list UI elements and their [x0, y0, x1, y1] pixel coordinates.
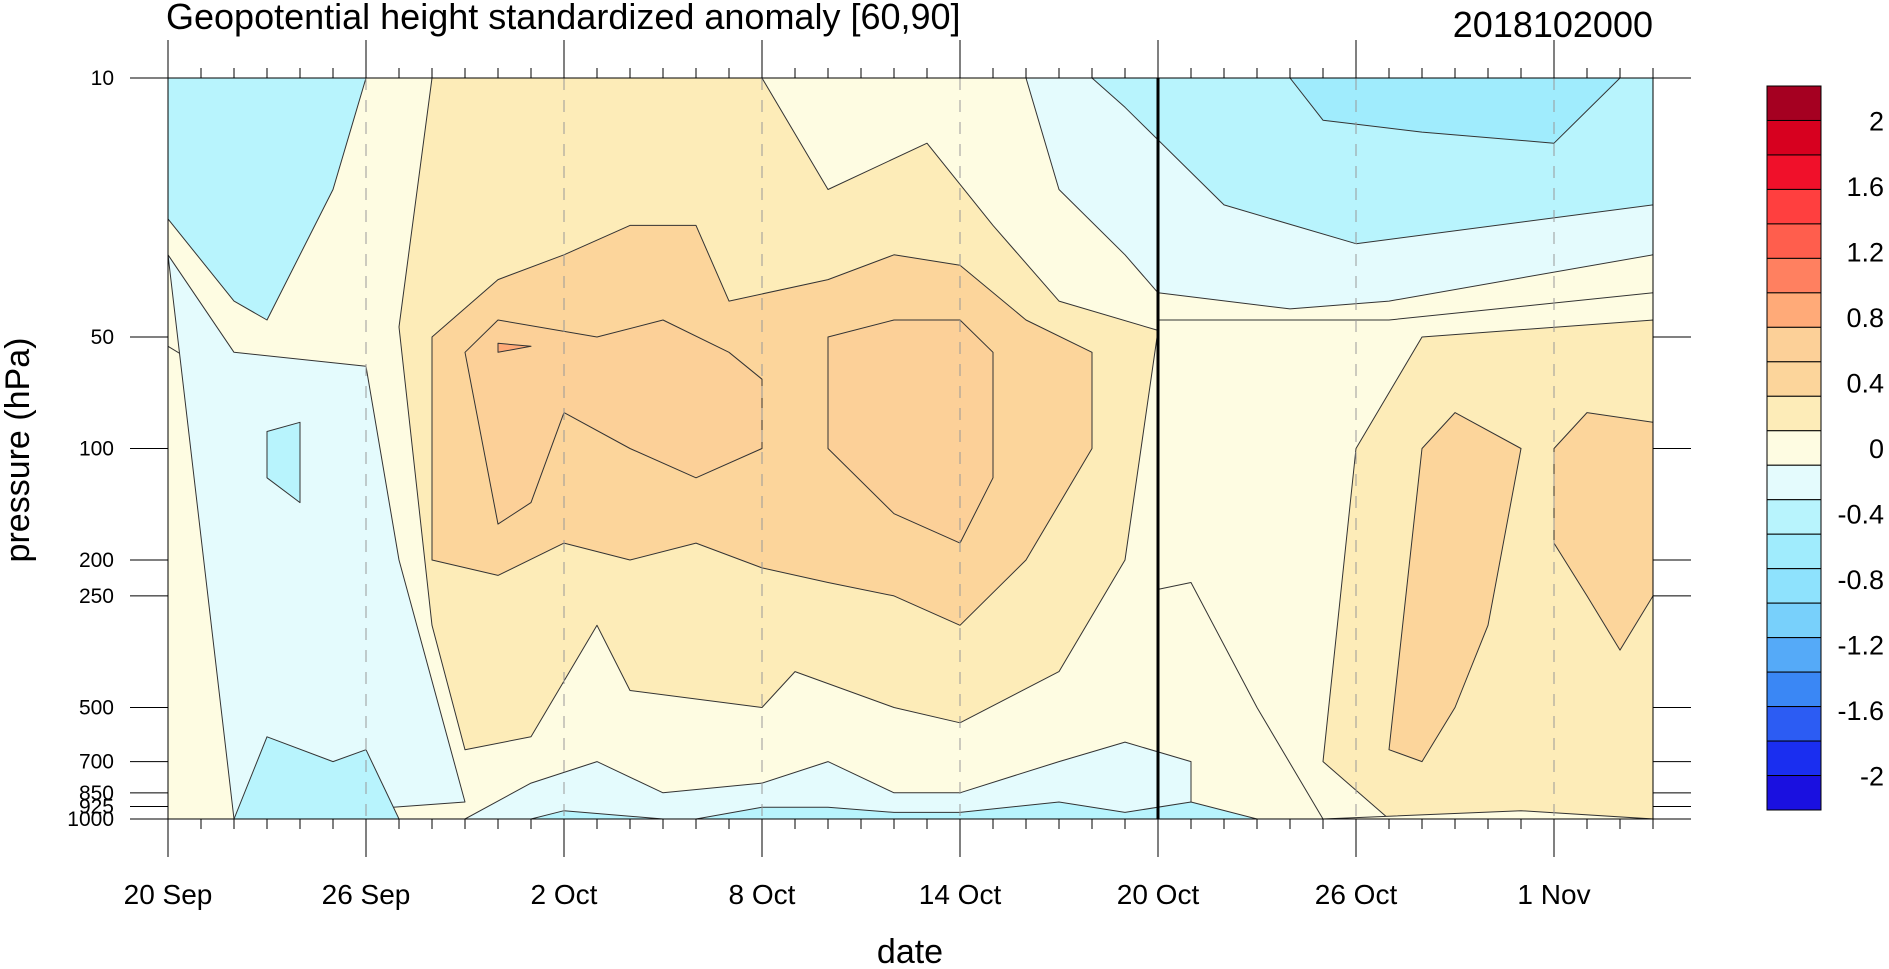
y-tick-label: 250 [79, 585, 114, 608]
chart-title: Geopotential height standardized anomaly… [166, 0, 961, 37]
colorbar-swatch-3 [1766, 188, 1822, 225]
colorbar-swatch-4 [1766, 223, 1822, 259]
contour-band-17 [464, 741, 1192, 819]
chart-subtitle: 2018102000 [1453, 4, 1653, 45]
x-tick-label: 20 Oct [1117, 879, 1200, 910]
colorbar-label: -0.4 [1837, 500, 1884, 530]
colorbar-swatch-11 [1766, 464, 1822, 501]
x-tick-label: 26 Oct [1315, 879, 1398, 910]
colorbar-swatch-9 [1766, 395, 1822, 432]
x-tick-label: 26 Sep [322, 879, 411, 910]
contour-band-8 [827, 319, 994, 544]
contour-band-3 [266, 421, 301, 504]
y-axis-title: pressure (hPa) [0, 338, 37, 563]
contour-band-15 [1388, 412, 1522, 763]
colorbar-swatch-12 [1766, 499, 1822, 535]
colorbar-swatch-1 [1766, 119, 1822, 156]
colorbar-label: -1.6 [1837, 696, 1884, 726]
contour-band-2 [168, 78, 367, 321]
contour-band-9 [497, 342, 532, 353]
y-tick-label: 1000 [67, 808, 114, 831]
x-axis-title: date [877, 933, 943, 969]
colorbar-swatch-8 [1766, 361, 1822, 397]
colorbar-swatch-14 [1766, 568, 1822, 604]
colorbar: 2 1.6 1.2 0.8 0.4 0 -0.4 -0.8 -1.2 -1.6 -2 [1766, 85, 1884, 811]
colorbar-swatch-19 [1766, 740, 1822, 777]
colorbar-label: -2 [1860, 762, 1884, 792]
contour-band-19 [695, 801, 1258, 819]
colorbar-swatch-13 [1766, 533, 1822, 570]
colorbar-label: 1.6 [1846, 172, 1884, 202]
y-tick-label: 100 [79, 438, 114, 461]
colorbar-swatch-6 [1766, 292, 1822, 328]
y-tick-label: 850 [79, 782, 114, 805]
colorbar-label: 2 [1869, 106, 1884, 136]
colorbar-swatch-0 [1766, 85, 1822, 121]
contour-band-7 [464, 319, 763, 525]
y-tick-label: 10 [91, 67, 114, 90]
x-tick-label: 2 Oct [531, 879, 598, 910]
x-tick-label: 1 Nov [1517, 879, 1590, 910]
colorbar-swatch-20 [1766, 775, 1822, 811]
colorbar-swatch-17 [1766, 671, 1822, 708]
y-tick-label: 500 [79, 696, 114, 719]
colorbar-label: 0 [1869, 434, 1884, 464]
contour-band-16 [1553, 412, 1653, 651]
y-tick-label: 925 [79, 795, 114, 818]
colorbar-label: 1.2 [1846, 237, 1884, 267]
colorbar-label: -0.8 [1837, 565, 1884, 595]
colorbar-swatch-15 [1766, 602, 1822, 639]
colorbar-swatch-7 [1766, 326, 1822, 363]
colorbar-swatch-16 [1766, 637, 1822, 673]
x-tick-label: 8 Oct [729, 879, 796, 910]
x-tick-label: 20 Sep [124, 879, 213, 910]
colorbar-label: -1.2 [1837, 631, 1884, 661]
y-tick-label: 200 [79, 549, 114, 572]
y-tick-label: 50 [91, 326, 114, 349]
y-tick-label: 700 [79, 751, 114, 774]
contour-band-1 [168, 254, 466, 819]
colorbar-swatch-2 [1766, 154, 1822, 190]
colorbar-swatch-5 [1766, 257, 1822, 294]
contour-band-20 [1322, 810, 1653, 819]
x-axis: 20 Sep 26 Sep 2 Oct 8 Oct 14 Oct 20 Oct 26 Oct… [124, 40, 1654, 910]
colorbar-swatch-10 [1766, 430, 1822, 466]
colorbar-label: 0.4 [1846, 368, 1884, 398]
colorbar-label: 0.8 [1846, 303, 1884, 333]
contour-band-12 [1289, 78, 1621, 144]
x-tick-label: 14 Oct [919, 879, 1002, 910]
contour-band-4 [233, 736, 400, 819]
contour-bands [168, 78, 1653, 819]
colorbar-swatch-18 [1766, 706, 1822, 742]
